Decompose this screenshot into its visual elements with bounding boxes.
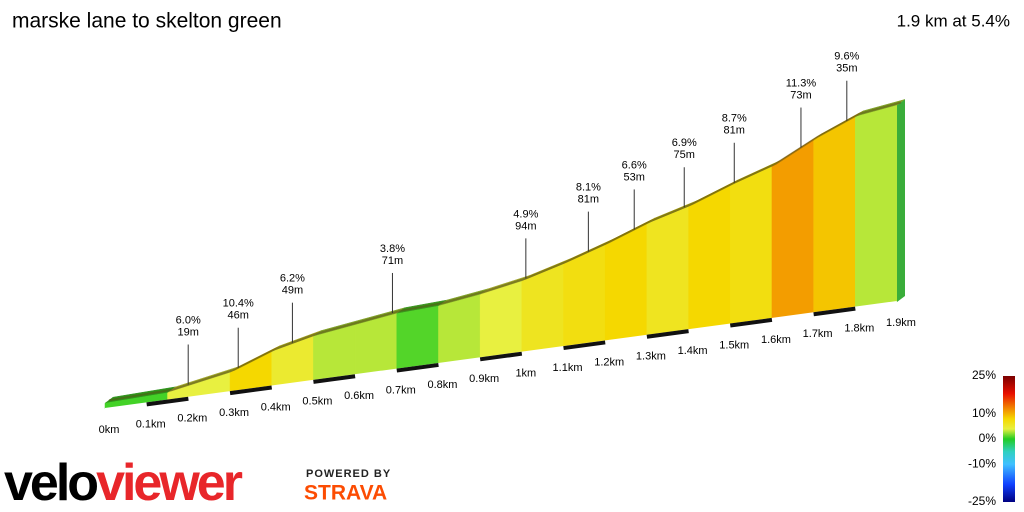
annotation-length: 46m xyxy=(228,310,249,322)
axis-dash xyxy=(729,317,773,328)
x-tick-label: 0.9km xyxy=(469,373,499,385)
x-tick-label: 1.1km xyxy=(553,362,583,374)
colorbar-label: 0% xyxy=(979,431,997,445)
annotation-grade: 6.2% xyxy=(280,273,305,285)
axis-dash xyxy=(813,306,856,317)
annotation-grade: 6.9% xyxy=(672,137,697,149)
annotation-grade: 4.9% xyxy=(513,208,538,220)
annotation-length: 19m xyxy=(177,326,198,338)
x-tick-label: 0.7km xyxy=(386,384,416,396)
profile-segment xyxy=(229,351,272,393)
annotation-grade: 9.6% xyxy=(834,51,859,63)
chart-subtitle: 1.9 km at 5.4% xyxy=(897,11,1010,30)
colorbar-label: 25% xyxy=(972,368,996,382)
x-tick-label: 0.1km xyxy=(136,418,166,430)
x-tick-label: 1.7km xyxy=(803,328,833,340)
x-tick-label: 1.2km xyxy=(594,356,624,368)
x-tick-label: 0.6km xyxy=(344,390,374,402)
annotation-length: 49m xyxy=(282,285,303,297)
profile-segment xyxy=(271,336,314,387)
annotation-length: 53m xyxy=(624,171,645,183)
colorbar-label: -25% xyxy=(968,494,996,508)
x-tick-label: 1.3km xyxy=(636,351,666,363)
annotation-length: 75m xyxy=(674,149,695,161)
logo-velo: veloviewer xyxy=(4,454,243,512)
annotation-grade: 3.8% xyxy=(380,243,405,255)
annotation-length: 81m xyxy=(724,125,745,137)
annotation-grade: 6.6% xyxy=(622,159,647,171)
axis-dash xyxy=(563,340,606,351)
x-tick-label: 0.8km xyxy=(427,379,457,391)
axis-dash xyxy=(396,362,439,373)
x-tick-label: 0.2km xyxy=(177,413,207,425)
profile-segment xyxy=(730,166,773,325)
colorbar xyxy=(1003,376,1015,502)
annotation-grade: 10.4% xyxy=(223,298,254,310)
x-tick-label: 1.8km xyxy=(844,323,874,335)
profile-segment xyxy=(771,139,814,320)
profile-line xyxy=(108,101,902,402)
x-tick-label: 1.4km xyxy=(678,345,708,357)
profile-segment xyxy=(813,116,856,314)
x-tick-label: 1.5km xyxy=(719,339,749,351)
axis-dash xyxy=(146,396,189,407)
x-tick-label: 0km xyxy=(99,424,120,436)
annotation-length: 73m xyxy=(790,89,811,101)
x-tick-label: 0.5km xyxy=(302,396,332,408)
x-tick-label: 1.9km xyxy=(886,317,916,329)
annotation-grade: 6.0% xyxy=(176,314,201,326)
annotation-length: 81m xyxy=(578,194,599,206)
annotation-grade: 8.7% xyxy=(722,113,747,125)
x-tick-label: 0.4km xyxy=(261,401,291,413)
axis-dash xyxy=(479,351,523,362)
profile-segment xyxy=(646,206,689,337)
powered-by: POWERED BY xyxy=(306,468,391,480)
annotation-length: 71m xyxy=(382,255,403,267)
annotation-grade: 8.1% xyxy=(576,182,601,194)
profile xyxy=(104,99,906,410)
x-tick-label: 1km xyxy=(515,368,536,380)
profile-segment xyxy=(396,305,439,370)
strava: STRAVA xyxy=(304,482,387,505)
colorbar-label: -10% xyxy=(968,456,996,470)
profile-segment xyxy=(855,105,898,308)
axis-dash xyxy=(313,374,356,384)
annotation-length: 35m xyxy=(836,63,857,75)
annotation-grade: 11.3% xyxy=(786,77,817,89)
axis-dash xyxy=(646,329,689,339)
chart-title: marske lane to skelton green xyxy=(12,10,282,33)
colorbar-label: 10% xyxy=(972,406,996,420)
annotation-length: 94m xyxy=(515,220,536,232)
logo: veloviewer POWERED BY STRAVA xyxy=(4,454,391,512)
x-tick-label: 1.6km xyxy=(761,334,791,346)
x-tick-label: 0.3km xyxy=(219,407,249,419)
profile-end xyxy=(897,99,905,302)
profile-segment xyxy=(688,185,731,331)
axis-dash xyxy=(229,385,273,396)
profile-segment xyxy=(438,294,481,365)
profile-segment xyxy=(479,281,523,359)
